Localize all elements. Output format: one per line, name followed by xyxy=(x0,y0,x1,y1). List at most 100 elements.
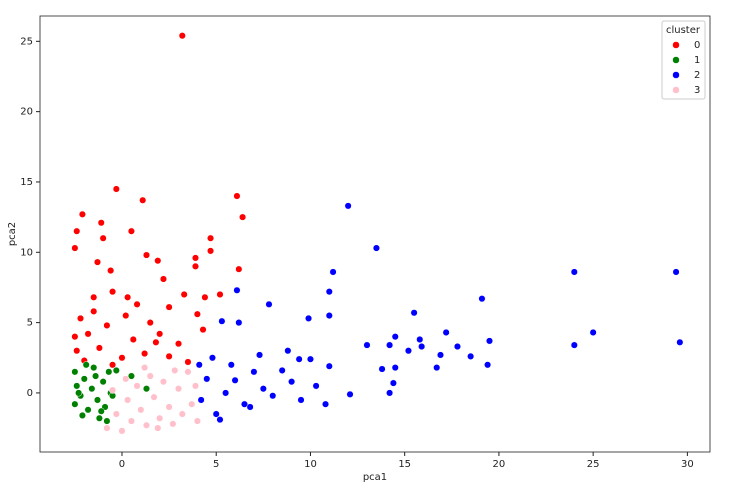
point xyxy=(127,417,135,425)
point xyxy=(73,382,81,390)
point xyxy=(159,378,167,386)
point xyxy=(156,330,164,338)
point xyxy=(103,424,111,432)
x-tick-label: 20 xyxy=(493,459,506,470)
point xyxy=(191,382,200,390)
point xyxy=(127,372,135,380)
series xyxy=(103,364,201,435)
point xyxy=(184,368,192,376)
point xyxy=(208,354,216,362)
point xyxy=(80,375,88,383)
point xyxy=(90,293,98,301)
point xyxy=(82,361,90,369)
point xyxy=(122,312,130,320)
point xyxy=(152,338,160,346)
point xyxy=(404,347,413,355)
point xyxy=(97,219,105,227)
point xyxy=(222,389,230,397)
x-axis-label: pca1 xyxy=(363,472,387,483)
point xyxy=(105,368,113,376)
point xyxy=(329,268,337,276)
point xyxy=(90,364,98,372)
y-tick-label: 15 xyxy=(20,177,33,188)
point xyxy=(265,300,273,308)
point xyxy=(133,382,141,390)
point xyxy=(589,328,597,337)
point xyxy=(391,333,399,341)
point xyxy=(118,427,126,435)
legend-marker xyxy=(672,86,680,94)
point xyxy=(99,378,107,386)
point xyxy=(410,309,418,317)
point xyxy=(97,407,105,415)
y-tick-label: 10 xyxy=(20,247,33,258)
point xyxy=(239,213,247,221)
legend-marker xyxy=(672,41,680,49)
point xyxy=(436,351,445,359)
series xyxy=(195,202,684,424)
point xyxy=(297,396,305,404)
point xyxy=(95,344,103,352)
point xyxy=(233,192,241,200)
point xyxy=(389,379,397,387)
point xyxy=(93,258,102,266)
point xyxy=(195,361,203,369)
point xyxy=(92,372,100,380)
legend-box xyxy=(661,20,706,100)
point xyxy=(672,268,680,276)
point xyxy=(197,396,205,404)
point xyxy=(188,400,196,408)
point xyxy=(73,227,81,235)
point xyxy=(71,368,79,376)
x-tick-label: 5 xyxy=(213,459,219,470)
point xyxy=(184,358,192,366)
point xyxy=(386,341,394,349)
legend-label: 2 xyxy=(694,70,700,81)
point xyxy=(306,355,315,363)
point xyxy=(676,338,684,346)
x-tick-label: 0 xyxy=(119,459,125,470)
point xyxy=(278,366,286,374)
point xyxy=(216,416,224,424)
point xyxy=(154,257,162,265)
point xyxy=(103,417,111,425)
point xyxy=(233,286,241,294)
point xyxy=(171,366,179,374)
series xyxy=(71,32,247,369)
legend-title: cluster xyxy=(666,25,701,36)
point xyxy=(71,244,79,252)
point xyxy=(288,378,296,386)
legend-label: 0 xyxy=(694,40,700,51)
point xyxy=(174,385,183,393)
point xyxy=(570,341,578,349)
point xyxy=(216,290,224,299)
point xyxy=(207,234,215,242)
point xyxy=(467,352,475,360)
point xyxy=(372,244,380,252)
point xyxy=(325,362,333,370)
y-axis-label: pca2 xyxy=(7,222,18,246)
point xyxy=(146,372,154,380)
point xyxy=(235,265,243,273)
point xyxy=(250,368,258,376)
point xyxy=(107,267,115,275)
point xyxy=(165,303,173,311)
point xyxy=(199,326,207,334)
point xyxy=(84,330,92,338)
x-tick-label: 15 xyxy=(398,459,411,470)
point xyxy=(284,347,292,355)
point xyxy=(227,361,235,369)
point xyxy=(325,288,333,296)
point xyxy=(127,227,135,235)
point xyxy=(154,424,162,432)
point xyxy=(137,406,145,414)
point xyxy=(109,288,117,296)
point xyxy=(165,403,173,411)
point xyxy=(142,421,151,429)
series xyxy=(71,361,151,425)
point xyxy=(193,310,201,318)
x-tick-label: 10 xyxy=(304,459,317,470)
point xyxy=(112,410,120,418)
legend-label: 1 xyxy=(694,55,700,66)
